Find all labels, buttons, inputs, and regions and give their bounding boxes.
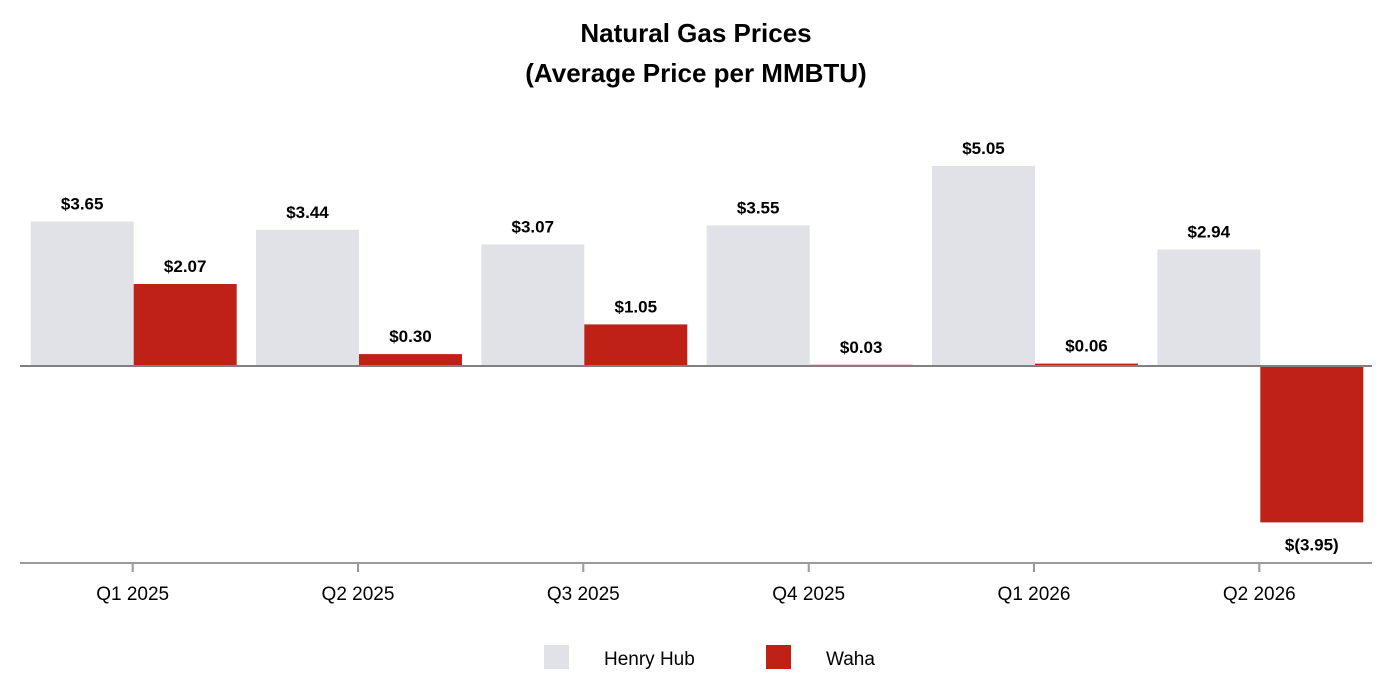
legend-item-waha: Waha: [766, 645, 875, 670]
bar-waha-q1-2025: [133, 284, 237, 366]
x-tick-label-q1-2026: Q1 2026: [998, 584, 1071, 605]
bar-henry-hub-q2-2026: [1157, 249, 1261, 366]
x-tick-label-q4-2025: Q4 2025: [772, 584, 845, 605]
legend-item-henry-hub: Henry Hub: [544, 645, 695, 670]
data-label-henry-hub-q2-2026: $2.94: [1188, 223, 1231, 242]
data-label-henry-hub-q1-2025: $3.65: [61, 195, 104, 214]
data-label-waha-q2-2026: $(3.95): [1285, 535, 1339, 554]
bar-henry-hub-q4-2025: [706, 225, 810, 366]
data-label-waha-q1-2025: $2.07: [164, 257, 207, 276]
x-tick-label-q2-2026: Q2 2026: [1223, 584, 1296, 605]
data-label-henry-hub-q4-2025: $3.55: [737, 198, 780, 217]
bar-henry-hub-q2-2025: [256, 229, 359, 366]
data-label-waha-q4-2025: $0.03: [840, 338, 883, 357]
legend: Henry Hub Waha: [544, 645, 875, 670]
chart-title-line-2: (Average Price per MMBTU): [525, 58, 866, 88]
data-label-waha-q2-2025: $0.30: [389, 327, 432, 346]
bar-waha-q2-2025: [359, 354, 462, 366]
bars-group: [30, 166, 1364, 523]
chart-title-line-1: Natural Gas Prices: [580, 18, 811, 48]
x-tick-label-q3-2025: Q3 2025: [547, 584, 620, 605]
x-tick-label-q2-2025: Q2 2025: [322, 584, 395, 605]
bar-waha-q2-2026: [1260, 366, 1364, 523]
bar-henry-hub-q3-2025: [481, 244, 585, 366]
data-label-waha-q1-2026: $0.06: [1065, 337, 1108, 356]
legend-label-waha: Waha: [826, 649, 875, 670]
bar-henry-hub-q1-2026: [932, 166, 1035, 366]
chart-title: Natural Gas Prices (Average Price per MM…: [525, 18, 866, 88]
legend-label-henry-hub: Henry Hub: [604, 649, 695, 670]
x-tick-label-q1-2025: Q1 2025: [96, 584, 169, 605]
data-label-henry-hub-q2-2025: $3.44: [286, 203, 329, 222]
data-label-henry-hub-q3-2025: $3.07: [512, 217, 555, 236]
legend-swatch-waha: [766, 645, 791, 669]
bar-henry-hub-q1-2025: [30, 221, 134, 366]
bar-waha-q3-2025: [584, 324, 688, 366]
data-labels-group: $3.65 $2.07 $3.44 $0.30 $3.07 $1.05 $3.55 $0.03…: [61, 139, 1339, 554]
bar-waha-q1-2026: [1035, 363, 1138, 366]
x-axis: Q1 2025 Q2 2025 Q3 2025 Q4 2025 Q1 2026 Q2 20…: [20, 562, 1372, 605]
data-label-henry-hub-q1-2026: $5.05: [962, 139, 1005, 158]
data-label-waha-q3-2025: $1.05: [615, 297, 658, 316]
legend-swatch-henry-hub: [544, 645, 569, 669]
